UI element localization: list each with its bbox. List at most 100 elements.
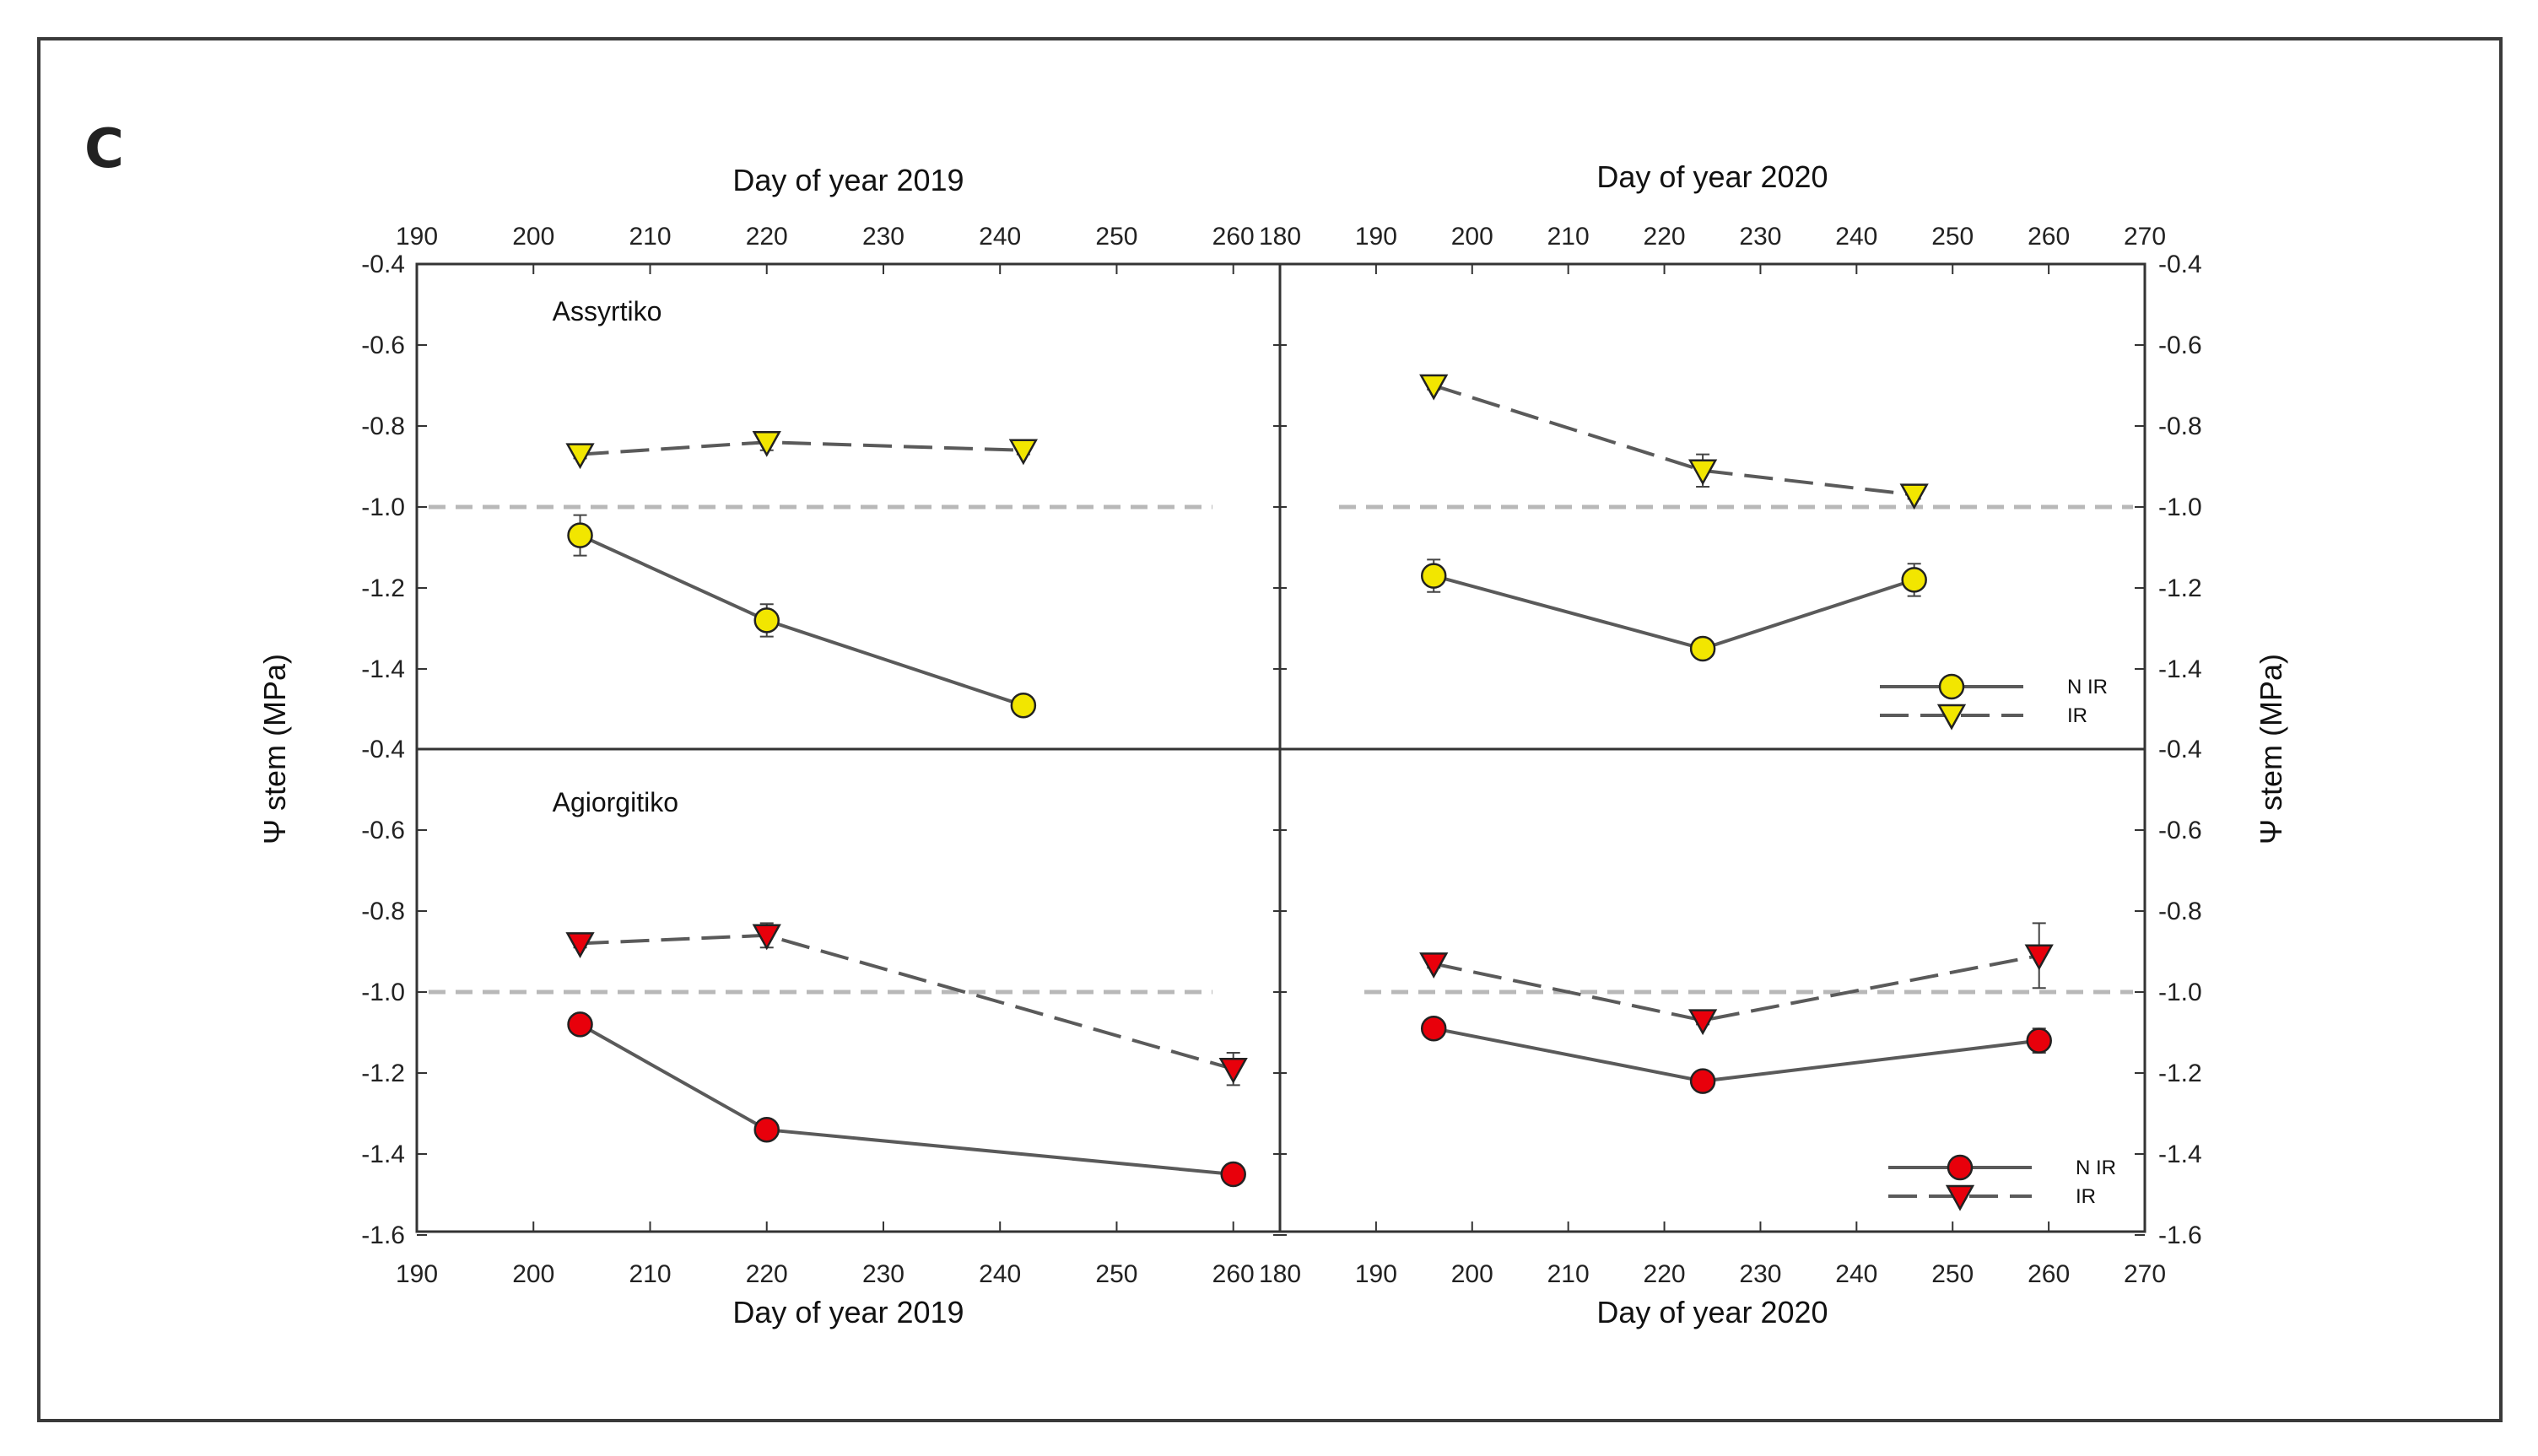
- y-tick-label-left-top: -0.4: [361, 251, 405, 278]
- x-tick-label-bottom-2020: 240: [1835, 1260, 1877, 1288]
- x-tick-label-top-2020: 230: [1739, 223, 1781, 251]
- x-tick-label-top-2019: 190: [396, 223, 438, 251]
- series-line-assyrtiko-2020-ir: [1433, 384, 1914, 497]
- x-tick-label-bottom-2019: 200: [512, 1260, 554, 1288]
- data-point-agiorgitiko-2019-nir: [753, 1116, 780, 1143]
- data-point-agiorgitiko-2020-ir: [1419, 952, 1449, 979]
- legend-marker-nir-assyrtiko: [1938, 673, 1965, 700]
- legend-marker-nir-agiorgitiko: [1947, 1154, 1974, 1181]
- x-tick-label-top-2019: 220: [746, 223, 788, 251]
- data-point-agiorgitiko-2020-ir: [1688, 1009, 1718, 1036]
- y-tick-label-right-top: -0.8: [2158, 413, 2202, 440]
- series-line-agiorgitiko-2020-nir: [1433, 1027, 2039, 1083]
- x-tick-label-top-2020: 190: [1355, 223, 1397, 251]
- x-tick-label-top-2020: 240: [1835, 223, 1877, 251]
- x-tick-label-top-2019: 200: [512, 223, 554, 251]
- data-point-assyrtiko-2020-ir: [1419, 374, 1449, 401]
- y-tick-label-right-bottom: -1.4: [2158, 1141, 2202, 1168]
- panel-label-assyrtiko: Assyrtiko: [553, 296, 662, 326]
- x-axis-title-top-2019: Day of year 2019: [732, 163, 964, 197]
- x-tick-label-bottom-2020: 180: [1259, 1260, 1301, 1288]
- x-tick-label-bottom-2020: 260: [2028, 1260, 2070, 1288]
- x-tick-label-bottom-2019: 210: [629, 1260, 671, 1288]
- x-axis-title-bottom-2019: Day of year 2019: [732, 1295, 964, 1329]
- x-tick-label-bottom-2020: 220: [1644, 1260, 1686, 1288]
- y-tick-label-right-bottom: -1.0: [2158, 979, 2202, 1006]
- legend-label-nir-agiorgitiko: N IR: [2076, 1157, 2116, 1179]
- data-point-assyrtiko-2019-ir: [752, 430, 781, 457]
- y-axis-title-right: Ψ stem (MPa): [2254, 654, 2288, 844]
- legend-label-ir-agiorgitiko: IR: [2076, 1185, 2096, 1208]
- data-point-agiorgitiko-2019-nir: [1220, 1161, 1246, 1188]
- x-tick-label-bottom-2019: 260: [1212, 1260, 1255, 1288]
- x-tick-label-bottom-2019: 250: [1095, 1260, 1137, 1288]
- x-axis-title-bottom-2020: Day of year 2020: [1596, 1295, 1828, 1329]
- series-line-assyrtiko-2020-nir: [1433, 574, 1915, 651]
- y-tick-label-left-bottom: -0.6: [361, 817, 405, 844]
- x-tick-label-bottom-2019: 230: [862, 1260, 904, 1288]
- data-point-assyrtiko-2020-ir: [1899, 483, 1929, 510]
- data-point-assyrtiko-2019-ir: [1008, 439, 1038, 466]
- y-tick-label-right-top: -1.4: [2158, 655, 2202, 683]
- x-tick-label-top-2020: 180: [1259, 223, 1301, 251]
- series-line-agiorgitiko-2020-ir: [1433, 953, 2040, 1022]
- legend-marker-ir-assyrtiko: [1936, 704, 1967, 731]
- panel-letter: C: [84, 118, 124, 181]
- x-tick-label-top-2020: 220: [1644, 223, 1686, 251]
- data-point-assyrtiko-2019-ir: [565, 443, 595, 470]
- y-tick-label-right-bottom: -1.6: [2158, 1221, 2202, 1249]
- x-tick-label-bottom-2020: 200: [1451, 1260, 1493, 1288]
- y-tick-label-left-bottom: -1.2: [361, 1060, 405, 1087]
- y-tick-label-left-top: -1.0: [361, 493, 405, 521]
- y-tick-label-left-top: -0.8: [361, 413, 405, 440]
- y-tick-label-right-top: -1.0: [2158, 493, 2202, 521]
- series-line-assyrtiko-2019-ir: [580, 440, 1023, 456]
- legend-label-ir-assyrtiko: IR: [2067, 704, 2087, 727]
- x-tick-label-top-2020: 270: [2124, 223, 2166, 251]
- data-point-agiorgitiko-2019-ir: [565, 932, 595, 958]
- y-tick-label-right-top: -0.6: [2158, 332, 2202, 359]
- y-tick-label-left-bottom: -1.0: [361, 979, 405, 1006]
- y-tick-label-left-bottom: -0.4: [361, 736, 405, 763]
- figure-frame: [37, 37, 2503, 1422]
- y-axis-title-left: Ψ stem (MPa): [257, 654, 292, 844]
- x-tick-label-top-2019: 260: [1212, 223, 1255, 251]
- data-point-agiorgitiko-2019-ir: [1218, 1057, 1248, 1084]
- x-tick-label-top-2019: 240: [979, 223, 1021, 251]
- data-point-agiorgitiko-2019-nir: [567, 1011, 593, 1038]
- x-tick-label-bottom-2020: 270: [2124, 1260, 2166, 1288]
- data-point-agiorgitiko-2020-nir: [2026, 1027, 2052, 1054]
- y-tick-label-left-bottom: -1.6: [361, 1221, 405, 1249]
- x-tick-label-top-2019: 230: [862, 223, 904, 251]
- x-tick-label-bottom-2019: 190: [396, 1260, 438, 1288]
- data-point-agiorgitiko-2020-nir: [1689, 1068, 1716, 1094]
- y-tick-label-right-bottom: -1.2: [2158, 1060, 2202, 1087]
- data-point-assyrtiko-2019-nir: [1010, 692, 1037, 719]
- data-point-assyrtiko-2020-ir: [1688, 459, 1718, 486]
- data-point-agiorgitiko-2020-nir: [1420, 1015, 1447, 1042]
- legend-label-nir-assyrtiko: N IR: [2067, 676, 2108, 698]
- y-tick-label-right-bottom: -0.6: [2158, 817, 2202, 844]
- data-point-assyrtiko-2020-nir: [1689, 635, 1716, 662]
- series-line-agiorgitiko-2019-nir: [579, 1022, 1234, 1176]
- y-tick-label-right-bottom: -0.8: [2158, 898, 2202, 925]
- y-tick-label-right-top: -0.4: [2158, 251, 2202, 278]
- y-tick-label-left-bottom: -0.8: [361, 898, 405, 925]
- x-tick-label-bottom-2019: 220: [746, 1260, 788, 1288]
- x-tick-label-bottom-2020: 210: [1547, 1260, 1590, 1288]
- x-tick-label-top-2019: 250: [1095, 223, 1137, 251]
- x-tick-label-top-2020: 250: [1931, 223, 1974, 251]
- y-tick-label-right-bottom: -0.4: [2158, 736, 2202, 763]
- series-line-assyrtiko-2019-nir: [579, 533, 1024, 708]
- legend-marker-ir-agiorgitiko: [1945, 1184, 1975, 1211]
- x-tick-label-top-2019: 210: [629, 223, 671, 251]
- data-point-assyrtiko-2020-nir: [1420, 563, 1447, 589]
- data-point-assyrtiko-2020-nir: [1901, 567, 1927, 593]
- x-tick-label-bottom-2020: 190: [1355, 1260, 1397, 1288]
- y-tick-label-left-top: -1.2: [361, 574, 405, 602]
- y-tick-label-right-top: -1.2: [2158, 574, 2202, 602]
- data-point-agiorgitiko-2020-ir: [2024, 944, 2054, 971]
- y-tick-label-left-top: -0.6: [361, 332, 405, 359]
- x-tick-label-top-2020: 210: [1547, 223, 1590, 251]
